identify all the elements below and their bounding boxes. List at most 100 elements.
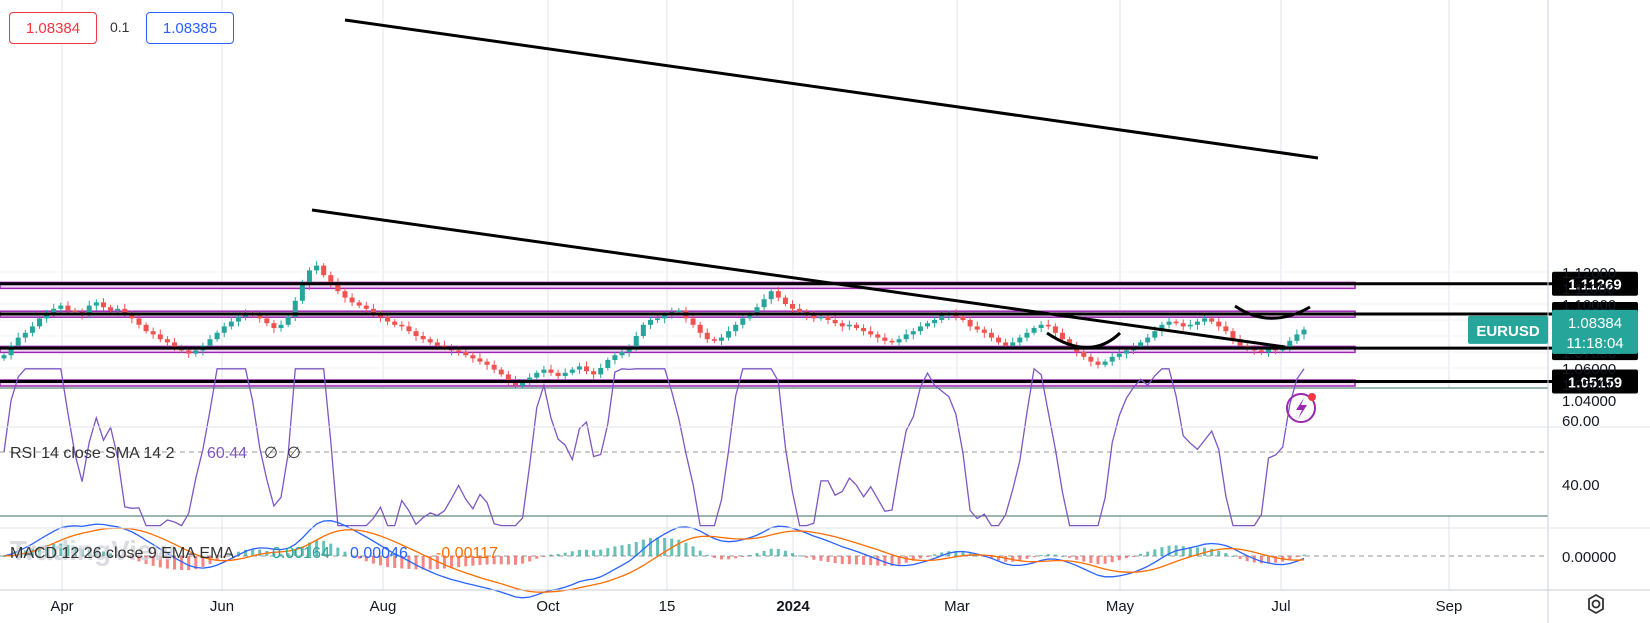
settings-icon[interactable] <box>1585 593 1607 615</box>
candle-body <box>314 265 320 271</box>
macd-histogram-bar <box>776 548 780 556</box>
candle-body <box>903 334 909 340</box>
macd-histogram-bar <box>1025 556 1029 559</box>
double-bottom-arc-2 <box>1234 304 1311 320</box>
candle-body <box>981 329 987 333</box>
macd-histogram-bar <box>911 556 915 561</box>
candle-body <box>889 340 895 343</box>
macd-histogram-bar <box>933 554 937 556</box>
macd-histogram-bar <box>336 547 340 556</box>
macd-histogram-bar <box>563 552 567 556</box>
macd-histogram-bar <box>144 556 148 564</box>
candle-body <box>754 307 760 314</box>
candle-body <box>385 316 391 322</box>
sell-price: 1.08384 <box>25 19 81 37</box>
watermark: TradingView <box>10 535 175 566</box>
sell-price-box[interactable]: 1.08384 <box>9 12 97 44</box>
candle-body <box>264 318 270 324</box>
macd-histogram-bar <box>1117 556 1121 561</box>
macd-histogram-bar <box>1188 546 1192 556</box>
candle-body <box>37 318 43 327</box>
pane-texts: RSI 14 close SMA 14 2 60.44 ∅ ∅ TradingViewM… <box>10 393 1316 566</box>
macd-histogram-bar <box>918 556 922 559</box>
macd-histogram-bar <box>1217 550 1221 556</box>
candle-body <box>662 315 668 319</box>
macd-histogram-bar <box>1146 551 1150 556</box>
candle-body <box>569 369 575 373</box>
macd-histogram-bar <box>613 546 617 556</box>
candle-body <box>924 323 930 327</box>
candle-body <box>463 352 469 356</box>
candle-body <box>832 320 838 324</box>
macd-histogram-bar <box>371 556 375 564</box>
x-tick-label: May <box>1106 598 1135 615</box>
y-tick-label: 1.10000 <box>1562 297 1616 314</box>
macd-histogram-bar <box>407 556 411 569</box>
macd-histogram-bar <box>101 551 105 556</box>
macd-histogram-bar <box>428 556 432 570</box>
macd-histogram-bar <box>734 556 738 559</box>
macd-histogram-bar <box>229 554 233 556</box>
macd-histogram-bar <box>300 546 304 556</box>
macd-histogram-bar <box>45 544 49 556</box>
macd-histogram-bar <box>506 556 510 565</box>
rsi-tick-label: 60.00 <box>1562 413 1600 430</box>
double-bottom-arc-1 <box>1046 331 1122 349</box>
candle-body <box>996 337 1002 343</box>
lightning-icon-bolt <box>1296 398 1307 419</box>
macd-histogram-bar <box>1132 556 1136 557</box>
macd-histogram-bar <box>307 542 311 556</box>
candle-body <box>825 316 831 320</box>
candle-body <box>782 297 788 304</box>
candle-body <box>186 350 192 354</box>
candle-body <box>1258 350 1264 352</box>
macd-histogram-bar <box>1167 545 1171 556</box>
buy-price-box[interactable]: 1.08385 <box>146 12 234 44</box>
macd-histogram-bar <box>755 553 759 556</box>
macd-histogram-bar <box>1302 554 1306 556</box>
macd-histogram-bar <box>1259 556 1263 564</box>
macd-histogram-bar <box>293 550 297 556</box>
macd-histogram-bar <box>805 556 809 558</box>
macd-histogram-bar <box>521 556 525 564</box>
candle-body <box>811 315 817 319</box>
candle-body <box>1123 350 1129 354</box>
candle-body <box>1045 324 1051 327</box>
candle-body <box>505 374 511 381</box>
macd-histogram-bar <box>599 549 603 556</box>
macd-histogram-bar <box>94 549 98 556</box>
candle-body <box>917 326 923 332</box>
macd-histogram-bar <box>925 556 929 557</box>
candle-body <box>861 328 867 332</box>
macd-histogram-bar <box>87 549 91 556</box>
candle-body <box>235 316 241 322</box>
candle-body <box>896 339 902 343</box>
macd-histogram-bar <box>1103 556 1107 564</box>
candle-body <box>598 368 604 375</box>
candle-body <box>626 347 632 352</box>
candle-body <box>704 332 710 340</box>
macd-histogram-bar <box>357 556 361 559</box>
candle-body <box>1237 339 1243 346</box>
macd-histogram-bar <box>414 556 418 570</box>
candle-body <box>967 320 973 327</box>
candle-body <box>548 369 554 373</box>
y-tick-label: 1.04000 <box>1562 393 1616 410</box>
candle-body <box>733 324 739 332</box>
macd-histogram-bar <box>1295 556 1299 558</box>
macd-histogram-bar <box>137 556 141 562</box>
candle-body <box>818 316 824 319</box>
x-tick-label: Mar <box>944 598 970 615</box>
level-label: 1.11269 <box>1568 277 1621 294</box>
candle-body <box>640 324 646 336</box>
candle-body <box>171 342 177 348</box>
rsi-label: RSI 14 close SMA 14 2 <box>10 445 175 462</box>
macd-histogram-bar <box>442 556 446 569</box>
candle-body <box>65 305 71 311</box>
macd-histogram-bar <box>1238 556 1242 559</box>
candle-body <box>306 270 312 285</box>
x-tick-label: Sep <box>1436 598 1463 615</box>
macd-histogram-bar <box>208 556 212 564</box>
